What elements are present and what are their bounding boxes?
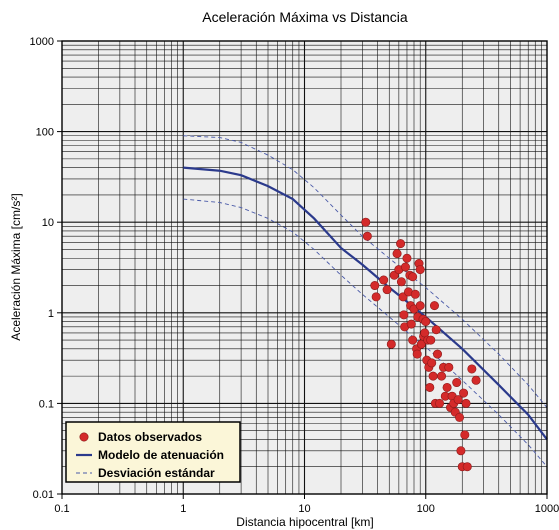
legend-marker-observed [79,432,89,442]
observed-point [471,375,481,385]
observed-point [400,262,410,272]
observed-point [427,358,437,368]
observed-point [408,272,418,282]
observed-point [361,217,371,227]
attenuation-model-line [183,166,548,441]
legend-label-model: Modelo de atenuación [98,448,224,462]
stddev-lower-line [183,198,548,468]
chart-title: Aceleración Máxima vs Distancia [202,9,408,25]
y-tick-label: 1 [48,308,54,320]
legend-label-stddev: Desviación estándar [98,466,215,480]
series-layer [183,135,548,472]
observed-point [410,289,420,299]
observed-point [399,310,409,320]
observed-point [370,281,380,291]
observed-point [442,382,452,392]
observed-point [460,430,470,440]
observed-point [444,362,454,372]
observed-point [456,446,466,456]
observed-point [437,371,447,381]
x-tick-label: 1 [180,503,186,515]
observed-point [406,319,416,329]
observed-point [402,253,412,263]
y-axis-label: Aceleración Máxima [cm/s²] [9,193,23,340]
observed-point [396,239,406,249]
observed-point [426,335,436,345]
observed-point [382,285,392,295]
observed-point [467,364,477,374]
observed-point [412,349,422,359]
observed-point [386,339,396,349]
observed-point [461,398,471,408]
x-tick-label: 1000 [535,503,559,515]
observed-point [362,231,372,241]
y-tick-label: 0.1 [39,398,54,410]
legend-label-observed: Datos observados [98,430,202,444]
x-tick-label: 10 [298,503,310,515]
observed-point [425,382,435,392]
legend: Datos observados Modelo de atenuación De… [65,421,241,483]
x-tick-label: 0.1 [54,503,69,515]
observed-point [432,349,442,359]
y-tick-label: 100 [36,127,54,139]
observed-point [392,249,402,259]
observed-point [428,371,438,381]
legend-box [65,421,241,483]
y-tick-label: 10 [42,217,54,229]
observed-point [453,395,463,405]
observed-point [459,388,469,398]
observed-point [435,398,445,408]
y-tick-label: 1000 [30,36,54,48]
stddev-upper-line [183,135,548,408]
observed-point [452,378,462,388]
x-axis-label: Distancia hipocentral [km] [236,515,373,529]
observed-point [396,277,406,287]
observed-point [408,335,418,345]
observed-point [429,301,439,311]
observed-point [371,292,381,302]
observed-point [431,325,441,335]
observed-point [379,275,389,285]
x-tick-label: 100 [417,503,435,515]
observed-point [421,317,431,327]
observed-point [462,462,472,472]
y-tick-label: 0.01 [33,489,54,501]
observed-point [455,412,465,422]
observed-point [415,301,425,311]
observed-point [415,265,425,275]
